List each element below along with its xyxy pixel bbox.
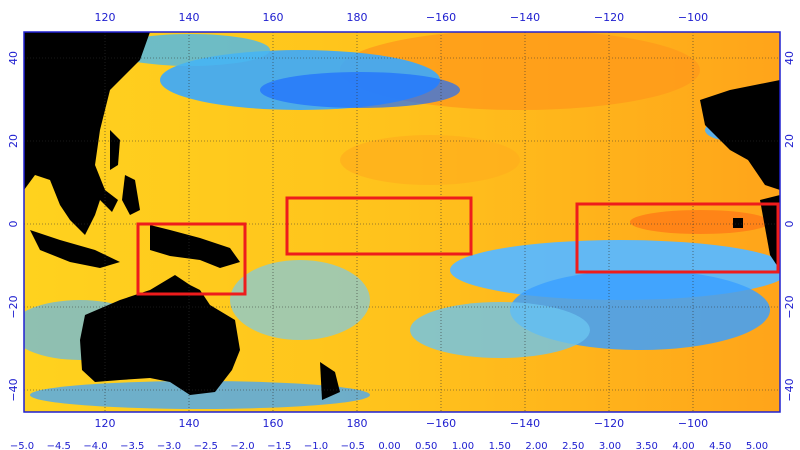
lon-label-bottom: 160 (263, 417, 284, 430)
region-box (575, 202, 780, 274)
lon-label-top: −140 (510, 11, 540, 24)
lat-label-right: −40 (783, 378, 796, 401)
lat-label-left: 20 (7, 134, 20, 148)
lon-label-top: −160 (426, 11, 456, 24)
colorbar-label: 1.00 (452, 441, 474, 450)
lon-label-top: −120 (594, 11, 624, 24)
colorbar-label: −1.0 (304, 441, 328, 450)
region-box (285, 196, 473, 256)
colorbar-label: 3.50 (636, 441, 658, 450)
map-frame (23, 31, 781, 413)
colorbar-label: 2.00 (525, 441, 547, 450)
cool-anomaly (230, 260, 370, 340)
lon-label-bottom: −140 (510, 417, 540, 430)
cool-anomaly (410, 302, 590, 358)
colorbar-label: 4.00 (672, 441, 694, 450)
colorbar-label: −3.5 (120, 441, 144, 450)
lon-label-top: 160 (263, 11, 284, 24)
nino-regions (136, 196, 780, 296)
land (24, 32, 780, 400)
colorbar-label: −2.5 (194, 441, 218, 450)
lon-label-top: −100 (678, 11, 708, 24)
colorbar-label: 3.00 (599, 441, 621, 450)
warm-anomaly (630, 210, 770, 234)
cool-anomaly (30, 381, 370, 409)
graticule (24, 32, 780, 412)
lat-label-left: −40 (7, 378, 20, 401)
lon-label-bottom: 180 (347, 417, 368, 430)
lat-label-left: 40 (7, 51, 20, 65)
lat-label-right: 0 (783, 221, 796, 228)
colorbar-label: 5.00 (746, 441, 768, 450)
region-box (136, 222, 247, 296)
lat-label-right: −20 (783, 295, 796, 318)
colorbar-label: 0.00 (378, 441, 400, 450)
lon-label-top: 180 (347, 11, 368, 24)
lat-label-right: 40 (783, 51, 796, 65)
lon-label-top: 140 (179, 11, 200, 24)
cool-anomaly (260, 72, 460, 108)
lon-label-bottom: −160 (426, 417, 456, 430)
colorbar-label: 2.50 (562, 441, 584, 450)
colorbar-label: −0.5 (341, 441, 365, 450)
lon-label-top: 120 (95, 11, 116, 24)
lon-label-bottom: 120 (95, 417, 116, 430)
axis-labels: 120 120 140 140 160 160 180 180 −160 −160 −140 −140… (7, 11, 796, 450)
colorbar-label: −1.5 (267, 441, 291, 450)
lon-label-bottom: 140 (179, 417, 200, 430)
lon-label-bottom: −100 (678, 417, 708, 430)
colorbar-label: −2.0 (230, 441, 254, 450)
colorbar-label: 4.50 (709, 441, 731, 450)
colorbar-label: 1.50 (489, 441, 511, 450)
colorbar-label: −4.0 (83, 441, 107, 450)
lat-label-left: 0 (7, 221, 20, 228)
lon-label-bottom: −120 (594, 417, 624, 430)
colorbar-label: −4.5 (47, 441, 71, 450)
colorbar-label: −3.0 (157, 441, 181, 450)
warm-anomaly (340, 135, 520, 185)
map-field (24, 32, 780, 412)
colorbar-label: −5.0 (10, 441, 34, 450)
lat-label-right: 20 (783, 134, 796, 148)
colorbar-label: 0.50 (415, 441, 437, 450)
lat-label-left: −20 (7, 295, 20, 318)
